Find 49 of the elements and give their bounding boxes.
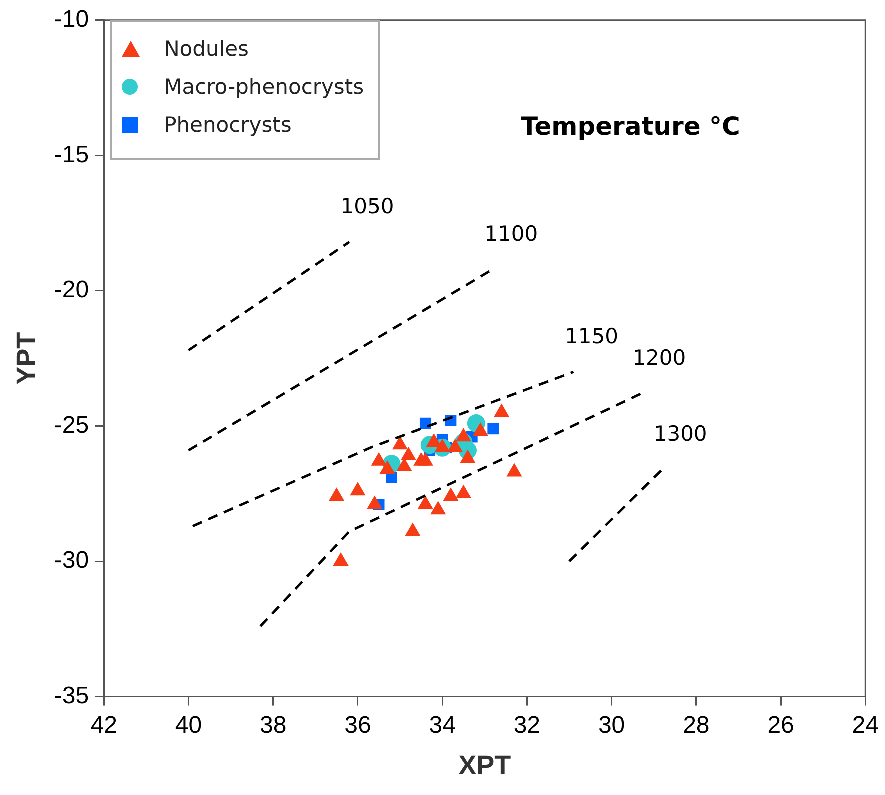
y-tick-label: -35 xyxy=(54,682,90,710)
series-label: 1100 xyxy=(484,222,538,246)
x-tick-label: 40 xyxy=(175,712,202,739)
series-label: 1150 xyxy=(564,324,618,349)
point xyxy=(434,438,450,452)
point xyxy=(456,484,472,498)
point xyxy=(392,436,408,450)
x-tick-label: 42 xyxy=(90,712,118,739)
point xyxy=(460,450,476,464)
series-label: 1200 xyxy=(632,346,686,370)
x-tick-label: 34 xyxy=(429,712,456,739)
y-tick-label: -15 xyxy=(54,141,90,168)
point xyxy=(333,552,349,566)
point xyxy=(430,501,446,515)
point xyxy=(371,452,387,466)
point xyxy=(472,422,488,436)
series-label: 1050 xyxy=(340,194,394,219)
point xyxy=(400,447,417,460)
legend-label: Nodules xyxy=(164,37,249,62)
x-tick-label: 24 xyxy=(852,712,880,739)
x-tick-label: 28 xyxy=(683,712,710,739)
point xyxy=(405,522,421,536)
point xyxy=(443,488,459,502)
annotation: Temperature °C xyxy=(520,112,740,141)
point xyxy=(418,496,434,510)
y-tick-label: -20 xyxy=(54,276,90,304)
x-tick-label: 30 xyxy=(598,712,626,739)
point xyxy=(367,496,383,510)
y-tick-label: -25 xyxy=(54,412,90,439)
x-tick-label: 32 xyxy=(514,712,541,739)
point xyxy=(447,438,464,452)
point xyxy=(426,433,442,447)
point xyxy=(350,482,366,496)
point xyxy=(506,463,522,477)
series-label: 1300 xyxy=(654,422,708,446)
legend-label: Phenocrysts xyxy=(164,113,292,138)
x-tick-label: 38 xyxy=(260,712,287,739)
point xyxy=(456,428,472,442)
point xyxy=(494,404,510,418)
x-tick-label: 26 xyxy=(768,712,794,739)
legend-label: Macro-phenocrysts xyxy=(164,75,364,100)
point xyxy=(380,460,396,474)
point xyxy=(414,452,430,466)
x-tick-label: 36 xyxy=(344,712,372,739)
y-tick-label: -10 xyxy=(54,6,90,34)
y-tick-label: -30 xyxy=(54,547,90,574)
point xyxy=(328,488,345,502)
y-axis-title: YPT xyxy=(12,332,42,385)
x-axis-title: XPT xyxy=(458,750,512,780)
